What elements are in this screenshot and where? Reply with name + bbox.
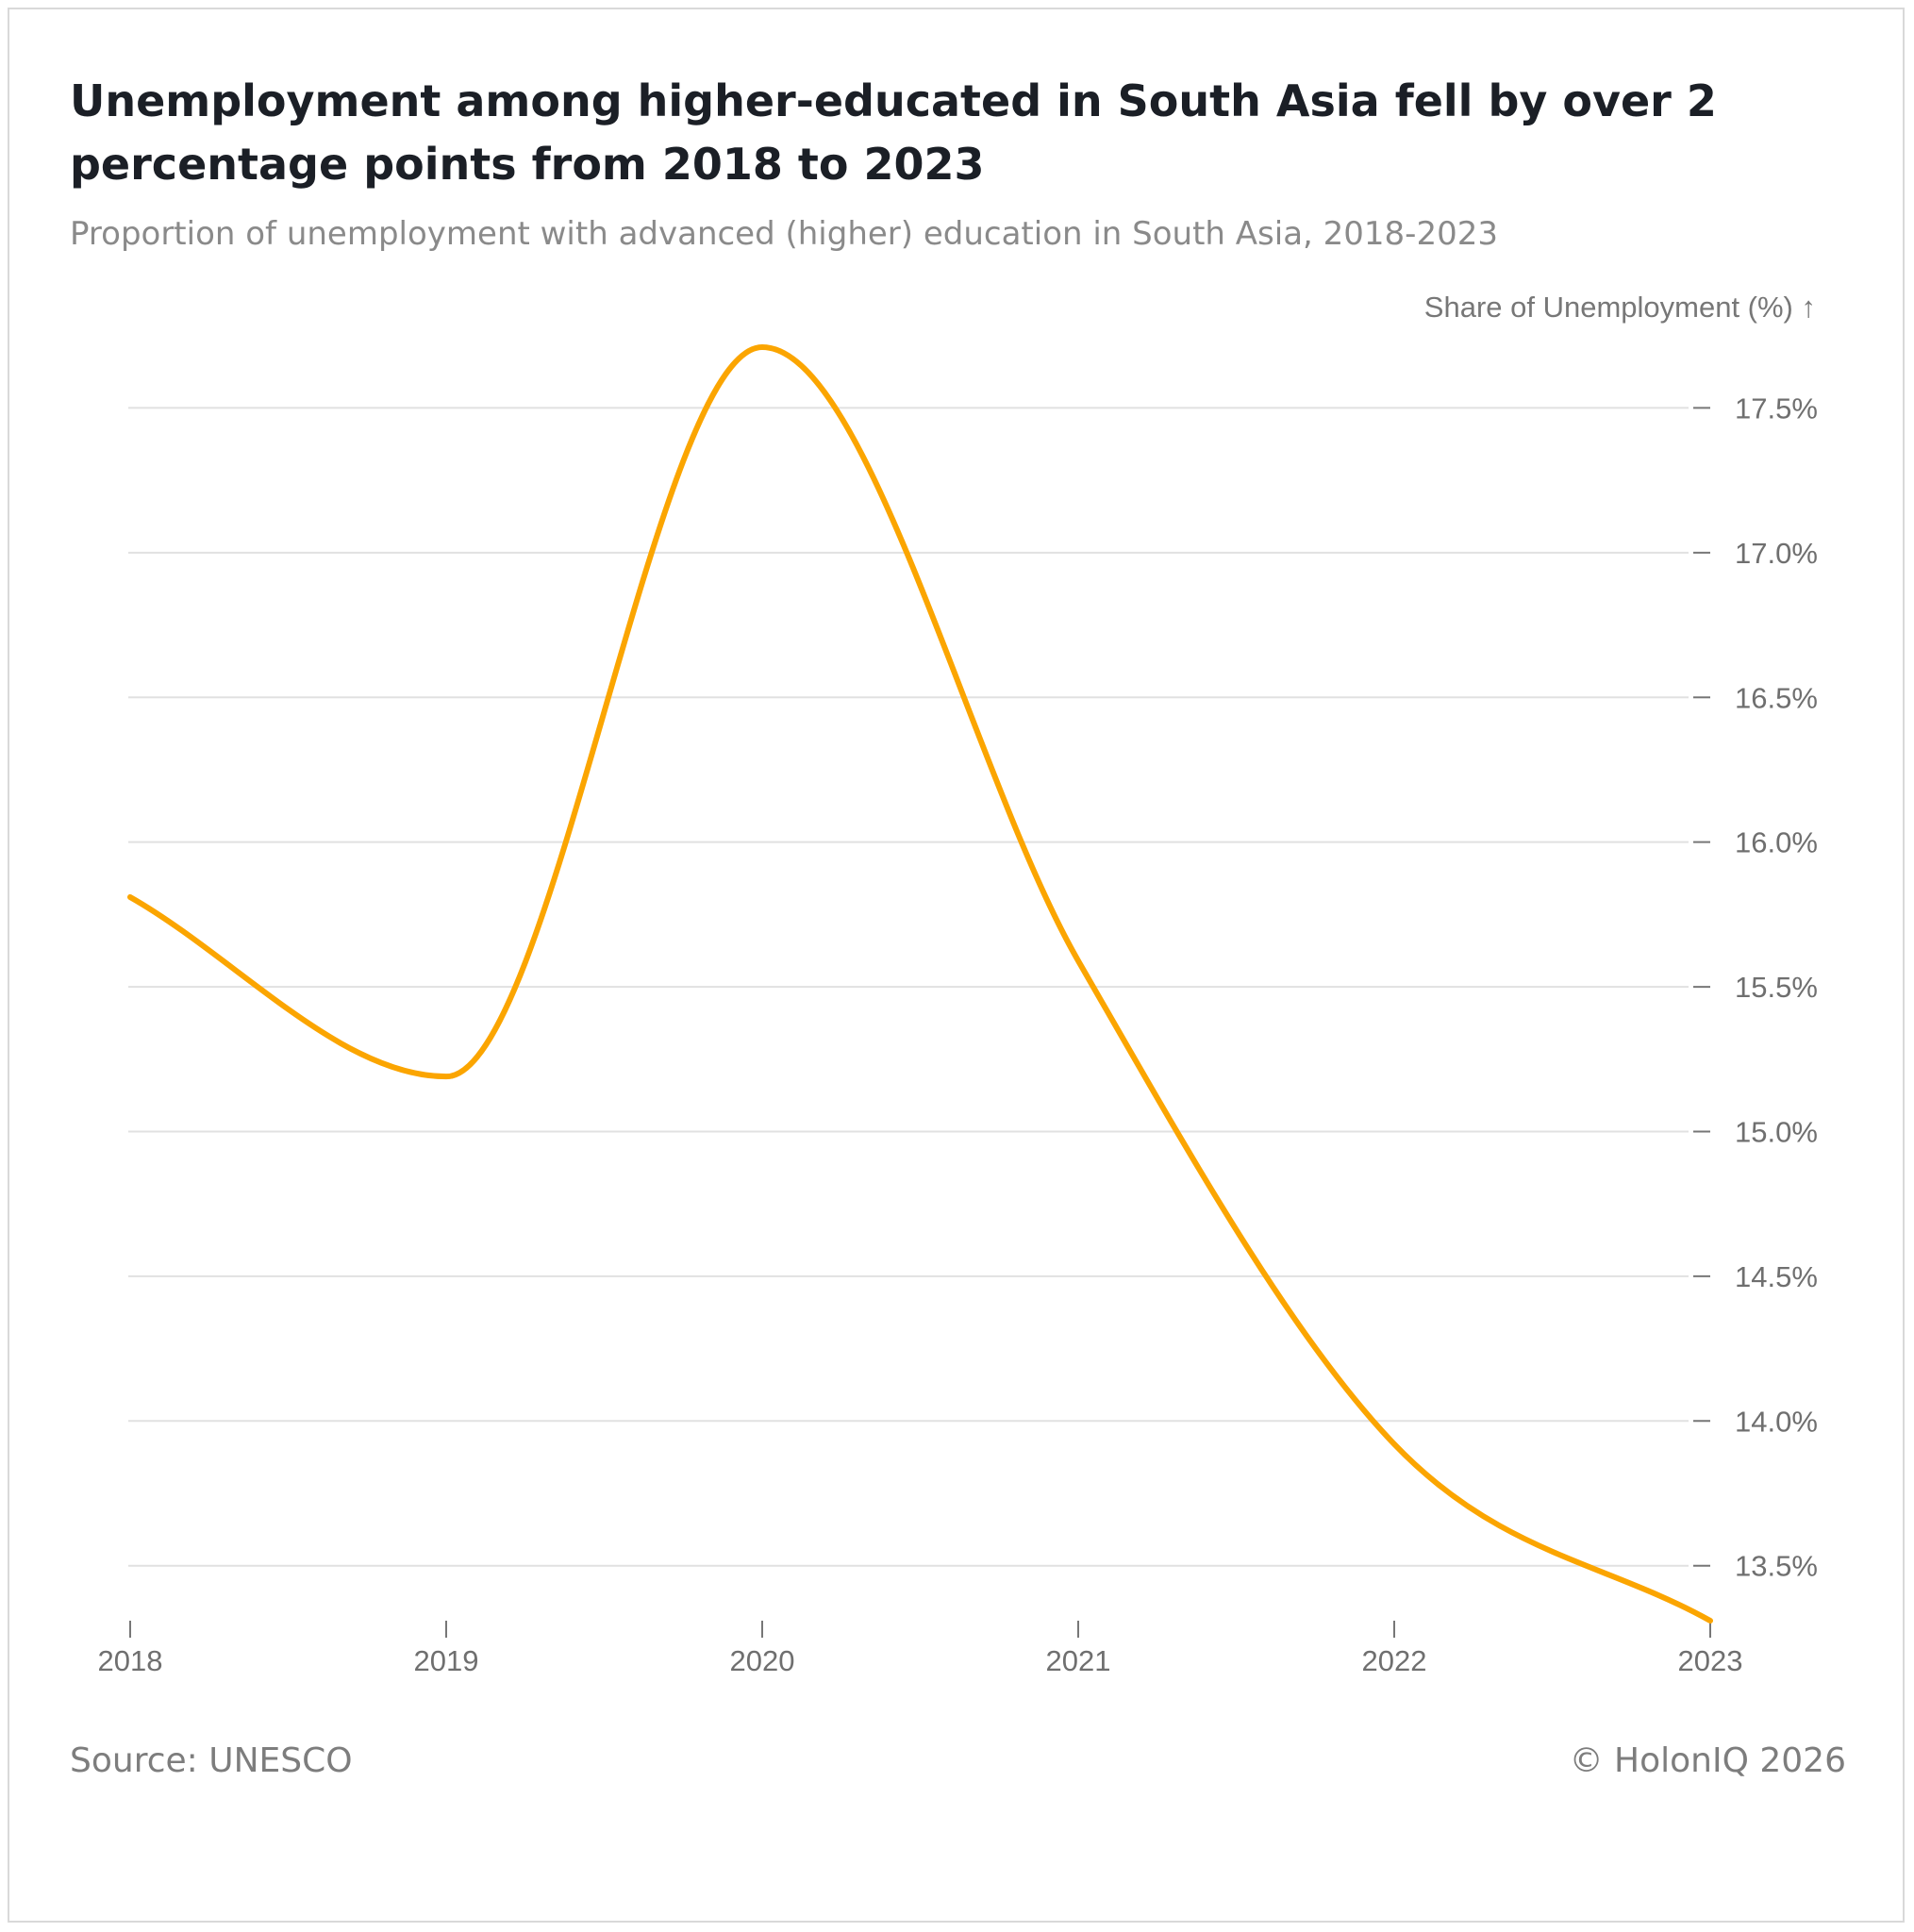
chart-title: Unemployment among higher-educated in So… bbox=[70, 75, 1717, 190]
y-axis: 13.5% 14.0% 14.5% 15.0% 15.5% 16.0% 16.5% 17.0%… bbox=[1693, 391, 1818, 1583]
x-axis: 2018 2019 2020 2021 2022 2023 bbox=[98, 1621, 1743, 1677]
x-tick-label: 2019 bbox=[414, 1644, 479, 1677]
y-tick-label: 16.0% bbox=[1735, 826, 1818, 859]
y-tick-label: 14.0% bbox=[1735, 1405, 1818, 1438]
x-tick-label: 2020 bbox=[730, 1644, 795, 1677]
chart-frame bbox=[8, 8, 1905, 1923]
chart-subtitle: Proportion of unemployment with advanced… bbox=[70, 215, 1498, 253]
x-tick-label: 2023 bbox=[1678, 1644, 1743, 1677]
y-tick-label: 16.5% bbox=[1735, 681, 1818, 714]
series-line bbox=[127, 344, 1713, 1624]
copyright-note: © HolonIQ 2026 bbox=[1569, 1741, 1846, 1780]
plot-area bbox=[127, 344, 1713, 1624]
x-tick-label: 2021 bbox=[1046, 1644, 1111, 1677]
source-note: Source: UNESCO bbox=[70, 1741, 353, 1780]
y-tick-label: 15.0% bbox=[1735, 1115, 1818, 1148]
y-tick-label: 14.5% bbox=[1735, 1260, 1818, 1293]
y-tick-label: 17.0% bbox=[1735, 537, 1818, 570]
gridlines bbox=[128, 407, 1689, 1567]
x-tick-label: 2018 bbox=[98, 1644, 163, 1677]
x-tick-label: 2022 bbox=[1362, 1644, 1427, 1677]
y-tick-label: 17.5% bbox=[1735, 391, 1818, 425]
y-axis-title: Share of Unemployment (%) ↑ bbox=[1424, 291, 1816, 324]
y-tick-label: 13.5% bbox=[1735, 1550, 1818, 1583]
y-tick-label: 15.5% bbox=[1735, 971, 1818, 1004]
